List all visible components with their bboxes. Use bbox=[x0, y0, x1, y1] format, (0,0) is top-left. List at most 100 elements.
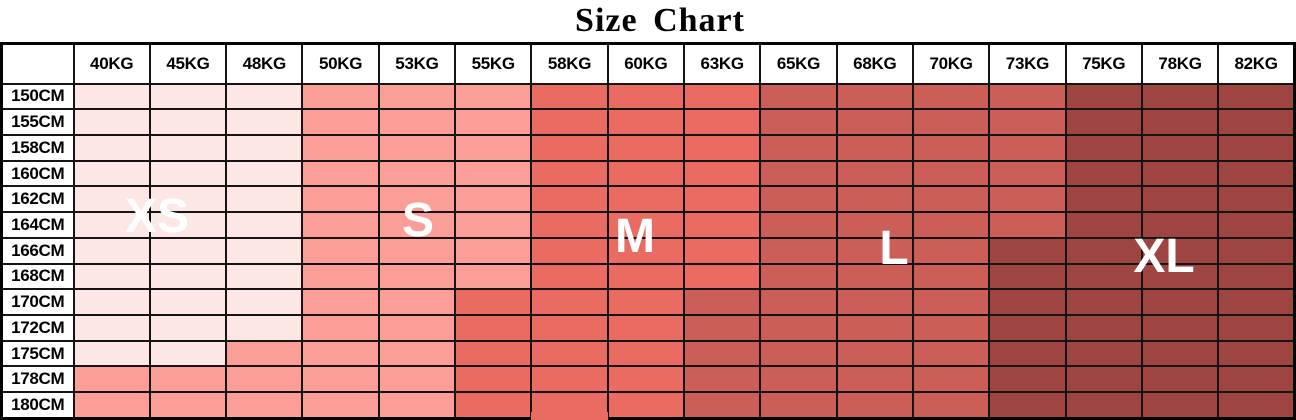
size-cell-166cm-75kg-xl bbox=[1064, 236, 1143, 265]
size-cell-170cm-73kg-xl bbox=[988, 288, 1067, 316]
size-cell-155cm-63kg-m bbox=[682, 108, 762, 136]
size-cell-160cm-60kg-m bbox=[606, 159, 686, 188]
size-cell-164cm-73kg-l bbox=[988, 211, 1067, 239]
size-cell-170cm-78kg-xl bbox=[1140, 288, 1220, 316]
size-cell-172cm-40kg-xs bbox=[72, 313, 151, 342]
size-cell-166cm-40kg-xs bbox=[72, 236, 151, 265]
size-cell-162cm-68kg-l bbox=[835, 185, 914, 214]
size-cell-180cm-63kg-l bbox=[682, 391, 762, 420]
size-cell-168cm-40kg-xs bbox=[72, 262, 151, 291]
size-cell-164cm-78kg-xl bbox=[1140, 211, 1220, 239]
size-cell-162cm-45kg-xs bbox=[148, 185, 228, 214]
size-cell-150cm-68kg-l bbox=[835, 82, 914, 111]
size-cell-158cm-68kg-l bbox=[835, 133, 914, 162]
size-cell-175cm-50kg-s bbox=[301, 339, 380, 368]
size-cell-175cm-68kg-l bbox=[835, 339, 914, 368]
size-cell-178cm-73kg-xl bbox=[988, 365, 1067, 394]
size-cell-160cm-75kg-xl bbox=[1064, 159, 1143, 188]
size-cell-150cm-78kg-xl bbox=[1140, 82, 1220, 111]
size-cell-172cm-68kg-l bbox=[835, 313, 914, 342]
size-cell-175cm-63kg-l bbox=[682, 339, 762, 368]
size-cell-158cm-60kg-m bbox=[606, 133, 686, 162]
size-cell-178cm-68kg-l bbox=[835, 365, 914, 394]
size-cell-180cm-82kg-xl bbox=[1217, 391, 1296, 420]
size-cell-172cm-82kg-xl bbox=[1217, 313, 1296, 342]
size-cell-168cm-73kg-xl bbox=[988, 262, 1067, 291]
size-cell-178cm-60kg-m bbox=[606, 365, 686, 394]
size-cell-158cm-48kg-xs bbox=[225, 133, 304, 162]
size-cell-168cm-82kg-xl bbox=[1217, 262, 1296, 291]
size-cell-170cm-40kg-xs bbox=[72, 288, 151, 316]
size-cell-162cm-78kg-xl bbox=[1140, 185, 1220, 214]
size-cell-164cm-60kg-m bbox=[606, 211, 686, 239]
size-cell-170cm-50kg-s bbox=[301, 288, 380, 316]
size-cell-166cm-68kg-l bbox=[835, 236, 914, 265]
size-cell-164cm-63kg-m bbox=[682, 211, 762, 239]
size-cell-162cm-48kg-xs bbox=[225, 185, 304, 214]
size-cell-155cm-65kg-l bbox=[759, 108, 838, 136]
size-cell-175cm-65kg-l bbox=[759, 339, 838, 368]
size-cell-162cm-55kg-s bbox=[454, 185, 533, 214]
size-cell-178cm-78kg-xl bbox=[1140, 365, 1220, 394]
size-cell-160cm-63kg-m bbox=[682, 159, 762, 188]
size-cell-166cm-50kg-s bbox=[301, 236, 380, 265]
size-cell-175cm-45kg-xs bbox=[148, 339, 228, 368]
size-cell-150cm-58kg-m bbox=[530, 82, 609, 111]
size-cell-160cm-78kg-xl bbox=[1140, 159, 1220, 188]
height-header-170cm: 170CM bbox=[0, 288, 75, 316]
size-cell-160cm-50kg-s bbox=[301, 159, 380, 188]
size-cell-172cm-65kg-l bbox=[759, 313, 838, 342]
size-cell-155cm-78kg-xl bbox=[1140, 108, 1220, 136]
height-header-162cm: 162CM bbox=[0, 185, 75, 214]
size-cell-150cm-55kg-s bbox=[454, 82, 533, 111]
size-cell-180cm-48kg-s bbox=[225, 391, 304, 420]
size-cell-155cm-50kg-s bbox=[301, 108, 380, 136]
weight-header-50kg: 50KG bbox=[301, 42, 380, 85]
weight-header-40kg: 40KG bbox=[72, 42, 151, 85]
size-cell-180cm-45kg-s bbox=[148, 391, 228, 420]
size-cell-166cm-60kg-m bbox=[606, 236, 686, 265]
height-header-158cm: 158CM bbox=[0, 133, 75, 162]
size-cell-178cm-82kg-xl bbox=[1217, 365, 1296, 394]
size-cell-178cm-40kg-s bbox=[72, 365, 151, 394]
size-cell-175cm-70kg-l bbox=[911, 339, 991, 368]
height-header-175cm: 175CM bbox=[0, 339, 75, 368]
size-cell-160cm-53kg-s bbox=[377, 159, 457, 188]
size-cell-162cm-63kg-m bbox=[682, 185, 762, 214]
size-cell-166cm-53kg-s bbox=[377, 236, 457, 265]
size-cell-150cm-45kg-xs bbox=[148, 82, 228, 111]
weight-header-73kg: 73KG bbox=[988, 42, 1067, 85]
size-cell-166cm-70kg-l bbox=[911, 236, 991, 265]
size-cell-160cm-68kg-l bbox=[835, 159, 914, 188]
size-cell-166cm-63kg-m bbox=[682, 236, 762, 265]
weight-header-48kg: 48KG bbox=[225, 42, 304, 85]
size-cell-175cm-58kg-m bbox=[530, 339, 609, 368]
height-header-178cm: 178CM bbox=[0, 365, 75, 394]
size-cell-168cm-75kg-xl bbox=[1064, 262, 1143, 291]
size-cell-170cm-65kg-l bbox=[759, 288, 838, 316]
size-cell-164cm-75kg-xl bbox=[1064, 211, 1143, 239]
size-cell-168cm-60kg-m bbox=[606, 262, 686, 291]
size-cell-155cm-68kg-l bbox=[835, 108, 914, 136]
size-cell-158cm-45kg-xs bbox=[148, 133, 228, 162]
size-cell-168cm-70kg-l bbox=[911, 262, 991, 291]
size-cell-180cm-65kg-l bbox=[759, 391, 838, 420]
size-cell-164cm-53kg-s bbox=[377, 211, 457, 239]
size-cell-178cm-65kg-l bbox=[759, 365, 838, 394]
size-cell-155cm-60kg-m bbox=[606, 108, 686, 136]
size-cell-172cm-78kg-xl bbox=[1140, 313, 1220, 342]
size-cell-160cm-70kg-l bbox=[911, 159, 991, 188]
size-cell-180cm-75kg-xl bbox=[1064, 391, 1143, 420]
size-cell-155cm-75kg-xl bbox=[1064, 108, 1143, 136]
size-cell-162cm-58kg-m bbox=[530, 185, 609, 214]
size-cell-166cm-82kg-xl bbox=[1217, 236, 1296, 265]
size-cell-166cm-78kg-xl bbox=[1140, 236, 1220, 265]
size-cell-160cm-55kg-s bbox=[454, 159, 533, 188]
height-header-160cm: 160CM bbox=[0, 159, 75, 188]
size-cell-158cm-65kg-l bbox=[759, 133, 838, 162]
size-cell-155cm-53kg-s bbox=[377, 108, 457, 136]
size-cell-164cm-70kg-l bbox=[911, 211, 991, 239]
size-cell-155cm-82kg-xl bbox=[1217, 108, 1296, 136]
size-cell-150cm-40kg-xs bbox=[72, 82, 151, 111]
size-cell-172cm-70kg-l bbox=[911, 313, 991, 342]
